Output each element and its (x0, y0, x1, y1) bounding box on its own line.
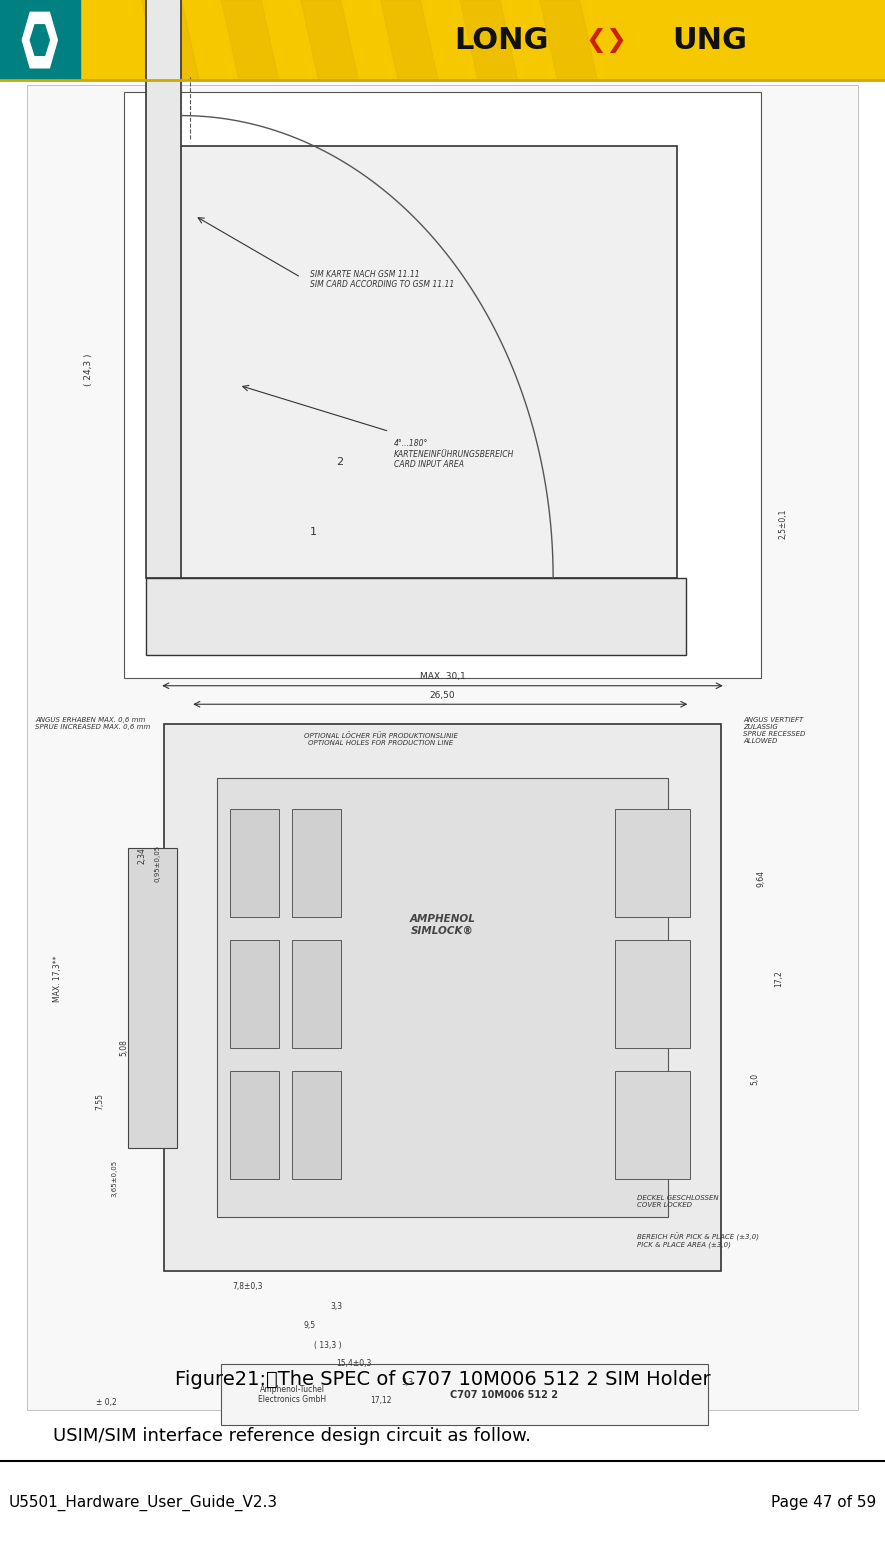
Text: MAX. 17,3**: MAX. 17,3** (53, 955, 62, 1002)
Bar (217, 778, 668, 1217)
Bar (173, 146, 677, 578)
Polygon shape (540, 0, 597, 80)
Text: 2,5±0,1: 2,5±0,1 (779, 509, 788, 539)
Text: 17,2: 17,2 (774, 971, 783, 986)
Bar (164, 724, 721, 1271)
Polygon shape (30, 25, 50, 55)
Text: 26,50: 26,50 (430, 690, 455, 700)
Text: 7,8±0,3: 7,8±0,3 (233, 1282, 263, 1291)
Text: ± 0,2: ± 0,2 (96, 1398, 117, 1407)
Text: 5,08: 5,08 (119, 1040, 128, 1056)
Text: ( 13,3 ): ( 13,3 ) (313, 1341, 342, 1350)
Text: Figure21:　The SPEC of C707 10M006 512 2 SIM Holder: Figure21: The SPEC of C707 10M006 512 2 … (174, 1370, 711, 1388)
Bar (27, 85, 858, 1410)
Text: 5,0: 5,0 (750, 1073, 759, 1085)
Text: 9,64: 9,64 (757, 869, 766, 888)
Text: 15,4±0,3: 15,4±0,3 (336, 1359, 372, 1368)
Text: BEREICH FÜR PICK & PLACE (±3,0)
PICK & PLACE AREA (±3,0): BEREICH FÜR PICK & PLACE (±3,0) PICK & P… (637, 1233, 759, 1248)
Bar (615, 809, 690, 917)
Text: 7,55: 7,55 (96, 1093, 104, 1111)
Bar (0, 0, 885, 80)
Bar (292, 809, 341, 917)
Text: OPTIONAL LÖCHER FÜR PRODUKTIONSLINIE
OPTIONAL HOLES FOR PRODUCTION LINE: OPTIONAL LÖCHER FÜR PRODUKTIONSLINIE OPT… (304, 732, 458, 746)
Bar (615, 940, 690, 1048)
Bar (230, 1071, 279, 1179)
Text: UNG: UNG (673, 26, 748, 54)
Bar (292, 1071, 341, 1179)
Bar (146, 0, 181, 578)
Polygon shape (301, 0, 358, 80)
Polygon shape (221, 0, 279, 80)
Bar (615, 1071, 690, 1179)
Bar (292, 940, 341, 1048)
Text: 3,3: 3,3 (401, 1378, 413, 1387)
Text: AMPHENOL
SIMLOCK®: AMPHENOL SIMLOCK® (410, 914, 475, 935)
Text: C707 10M006 512 2: C707 10M006 512 2 (450, 1390, 558, 1399)
Bar (230, 809, 279, 917)
Bar (230, 940, 279, 1048)
Text: 9,5: 9,5 (304, 1321, 316, 1330)
Text: 17,12: 17,12 (370, 1396, 391, 1405)
Polygon shape (460, 0, 518, 80)
Text: LONG: LONG (454, 26, 549, 54)
Text: SIM KARTE NACH GSM 11.11
SIM CARD ACCORDING TO GSM 11.11: SIM KARTE NACH GSM 11.11 SIM CARD ACCORD… (310, 270, 454, 290)
Polygon shape (381, 0, 438, 80)
Bar (221, 1364, 708, 1425)
Text: Page 47 of 59: Page 47 of 59 (771, 1495, 876, 1510)
Text: ( 24,3 ): ( 24,3 ) (84, 353, 93, 387)
Text: 3,65±0,05: 3,65±0,05 (112, 1160, 118, 1197)
Text: Amphenol-Tuchel
Electronics GmbH: Amphenol-Tuchel Electronics GmbH (258, 1385, 326, 1404)
Text: USIM/SIM interface reference design circuit as follow.: USIM/SIM interface reference design circ… (53, 1427, 531, 1445)
Text: 1: 1 (310, 527, 317, 536)
Text: 0,95±0,05: 0,95±0,05 (155, 844, 161, 881)
Text: 4°...180°
KARTENEINFÜHRUNGSBEREICH
CARD INPUT AREA: 4°...180° KARTENEINFÜHRUNGSBEREICH CARD … (394, 439, 514, 468)
Polygon shape (22, 12, 58, 68)
Bar (128, 848, 177, 1148)
Polygon shape (142, 0, 199, 80)
Text: DECKEL GESCHLOSSEN
COVER LOCKED: DECKEL GESCHLOSSEN COVER LOCKED (637, 1196, 719, 1208)
Text: 3,3: 3,3 (330, 1302, 342, 1311)
Text: ❮❯: ❮❯ (585, 28, 627, 52)
Bar (124, 92, 761, 678)
Text: U5501_Hardware_User_Guide_V2.3: U5501_Hardware_User_Guide_V2.3 (9, 1495, 278, 1510)
Bar (146, 578, 686, 655)
Text: 2: 2 (336, 458, 343, 467)
Text: ANGUS ERHABEN MAX. 0,6 mm
SPRUE INCREASED MAX. 0,6 mm: ANGUS ERHABEN MAX. 0,6 mm SPRUE INCREASE… (35, 717, 150, 729)
Text: MAX. 30,1: MAX. 30,1 (419, 672, 466, 681)
Text: 2,34: 2,34 (137, 848, 146, 863)
Text: ANGUS VERTIEFT
ZULASSIG
SPRUE RECESSED
ALLOWED: ANGUS VERTIEFT ZULASSIG SPRUE RECESSED A… (743, 717, 805, 744)
Bar (0, 0, 80, 80)
